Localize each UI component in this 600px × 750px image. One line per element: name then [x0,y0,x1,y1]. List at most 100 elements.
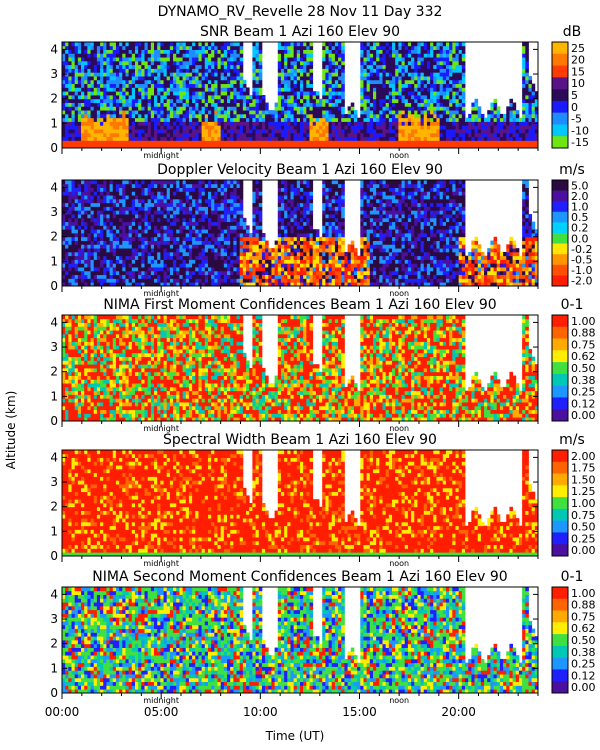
heatmap-cell [186,69,190,73]
heatmap-cell [532,125,536,129]
heatmap-cell [135,199,139,203]
heatmap-cell [246,122,250,126]
heatmap-cell [278,140,282,144]
heatmap-cell [103,65,107,69]
heatmap-cell [129,233,133,237]
heatmap-cell [84,84,88,88]
heatmap-cell [519,122,523,126]
heatmap-cell [157,114,161,118]
heatmap-cell [417,57,421,61]
heatmap-cell [94,110,98,114]
heatmap-cell [271,125,275,129]
heatmap-cell [103,237,107,241]
heatmap-cell [148,50,152,54]
heatmap-cell [532,110,536,114]
heatmap-cell [449,140,453,144]
heatmap-cell [81,133,85,137]
heatmap-cell [478,122,482,126]
heatmap-cell [91,244,95,248]
heatmap-cell [395,46,399,50]
heatmap-cell [103,180,107,184]
heatmap-cell [516,133,520,137]
heatmap-cell [449,57,453,61]
heatmap-cell [116,184,120,188]
heatmap-cell [237,99,241,103]
heatmap-cell [338,53,342,57]
heatmap-cell [513,125,517,129]
heatmap-cell [271,137,275,141]
heatmap-cell [497,140,501,144]
heatmap-cell [202,125,206,129]
heatmap-cell [490,125,494,129]
heatmap-cell [240,95,244,99]
heatmap-cell [183,76,187,80]
heatmap-cell [325,69,329,73]
heatmap-cell [189,95,193,99]
heatmap-cell [475,114,479,118]
heatmap-cell [164,125,168,129]
heatmap-cell [189,50,193,54]
heatmap-cell [145,125,149,129]
heatmap-cell [481,129,485,133]
heatmap-cell [306,42,310,46]
heatmap-cell [100,118,104,122]
heatmap-cell [205,65,209,69]
heatmap-cell [164,72,168,76]
heatmap-cell [208,87,212,91]
heatmap-cell [440,103,444,107]
heatmap-cell [91,125,95,129]
heatmap-cell [230,106,234,110]
heatmap-cell [84,110,88,114]
heatmap-cell [189,122,193,126]
heatmap-cell [294,106,298,110]
heatmap-cell [357,118,361,122]
heatmap-cell [440,50,444,54]
heatmap-cell [379,110,383,114]
heatmap-cell [303,140,307,144]
heatmap-cell [183,133,187,137]
heatmap-cell [446,84,450,88]
heatmap-cell [376,110,380,114]
heatmap-cell [310,69,314,73]
heatmap-cell [132,233,136,237]
heatmap-cell [513,110,517,114]
heatmap-cell [97,263,101,267]
heatmap-cell [402,125,406,129]
heatmap-cell [373,65,377,69]
heatmap-cell [490,103,494,107]
heatmap-cell [157,50,161,54]
heatmap-cell [287,103,291,107]
heatmap-cell [160,65,164,69]
heatmap-cell [164,140,168,144]
heatmap-cell [360,129,364,133]
heatmap-cell [65,275,69,279]
heatmap-cell [322,99,326,103]
heatmap-cell [376,84,380,88]
heatmap-cell [110,191,114,195]
heatmap-cell [75,225,79,229]
heatmap-cell [100,87,104,91]
heatmap-cell [84,210,88,214]
heatmap-cell [329,87,333,91]
heatmap-cell [344,140,348,144]
heatmap-cell [506,118,510,122]
heatmap-cell [379,140,383,144]
heatmap-cell [78,114,82,118]
heatmap-cell [113,91,117,95]
heatmap-cell [198,72,202,76]
heatmap-cell [135,210,139,214]
heatmap-cell [408,99,412,103]
heatmap-cell [122,241,126,245]
heatmap-cell [81,252,85,256]
heatmap-cell [500,118,504,122]
heatmap-cell [332,91,336,95]
heatmap-cell [256,140,260,144]
heatmap-cell [449,91,453,95]
heatmap-cell [335,57,339,61]
heatmap-cell [154,42,158,46]
heatmap-cell [341,76,345,80]
heatmap-cell [106,207,110,211]
heatmap-cell [186,65,190,69]
heatmap-cell [252,76,256,80]
heatmap-cell [363,110,367,114]
